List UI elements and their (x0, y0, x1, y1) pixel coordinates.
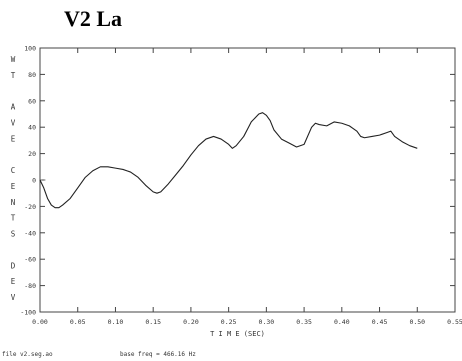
x-tick-label: 0.55 (447, 318, 462, 326)
y-axis-label-char: E (11, 277, 16, 286)
x-tick-label: 0.40 (334, 318, 350, 326)
footer: file v2.seg.ao base freq = 466.16 Hz (2, 351, 196, 358)
series-line (39, 112, 418, 209)
y-axis-label-char: S (11, 230, 16, 239)
series-group (39, 112, 418, 209)
chart-title: V2 La (64, 6, 123, 31)
x-tick-label: 0.45 (372, 318, 388, 326)
x-tick-label: 0.50 (409, 318, 425, 326)
y-tick-label: -20 (24, 203, 36, 211)
y-tick-label: 60 (28, 97, 36, 105)
footer-file: file v2.seg.ao (2, 351, 53, 358)
y-axis-label-char: E (11, 134, 16, 143)
y-axis-label-char: T (11, 214, 16, 223)
y-axis-label-char: V (11, 118, 16, 127)
x-tick-label: 0.35 (296, 318, 312, 326)
y-axis-label-char: C (11, 166, 16, 175)
x-tick-label: 0.15 (145, 318, 161, 326)
x-tick-label: 0.10 (108, 318, 124, 326)
y-axis-label-char: T (11, 71, 16, 80)
y-tick-label: -100 (20, 309, 36, 317)
y-tick-label: -60 (24, 256, 36, 264)
plot-frame (39, 47, 456, 313)
y-tick-label: 0 (32, 177, 36, 185)
x-tick-label: 0.30 (259, 318, 275, 326)
y-tick-label: -80 (24, 282, 36, 290)
y-axis-label-char: W (11, 55, 16, 64)
y-tick-label: -40 (24, 229, 36, 237)
y-axis-label-char: E (11, 182, 16, 191)
footer-base-freq: base freq = 466.16 Hz (120, 351, 196, 358)
x-tick-label: 0.25 (221, 318, 237, 326)
y-tick-label: 20 (28, 150, 36, 158)
y-axis-label-char: D (11, 261, 16, 270)
x-tick-label: 0.05 (70, 318, 86, 326)
y-axis-label-char: A (11, 103, 16, 112)
y-tick-label: 100 (24, 45, 36, 53)
y-axis-label-char: V (11, 293, 16, 302)
x-tick-label: 0.20 (183, 318, 199, 326)
y-tick-label: 40 (28, 124, 36, 132)
y-axis-label-char: N (11, 198, 16, 207)
x-tick-label: 0.00 (32, 318, 48, 326)
x-axis-label-group: T I M E (SEC) (210, 330, 265, 338)
x-axis-label: T I M E (SEC) (210, 330, 265, 338)
y-tick-label: 80 (28, 71, 36, 79)
